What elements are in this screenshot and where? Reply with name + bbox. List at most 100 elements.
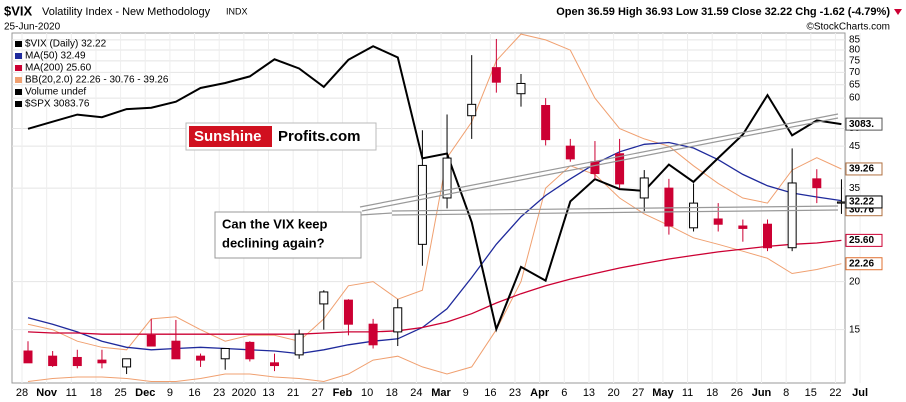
- x-tick-label: 21: [287, 387, 299, 399]
- candle-body: [319, 291, 329, 305]
- x-tick-label: 18: [90, 387, 102, 399]
- legend-swatch: [15, 101, 22, 107]
- legend-label: $SPX 3083.76: [25, 99, 90, 110]
- value-tag: [845, 117, 883, 131]
- x-tick-label: 23: [509, 387, 521, 399]
- legend-label: MA(50) 32.49: [25, 51, 86, 62]
- x-tick-label: 6: [561, 387, 567, 399]
- x-tick-label: 23: [213, 387, 225, 399]
- x-tick-label: 20: [607, 387, 619, 399]
- y-tick-label: 20: [849, 276, 861, 287]
- legend-label: $VIX (Daily) 32.22: [25, 39, 107, 50]
- chart-title: $VIX: [4, 3, 33, 18]
- value-tag: [845, 195, 883, 209]
- candle-body: [48, 355, 58, 367]
- y-tick-label: 70: [849, 67, 861, 78]
- candle-body: [812, 178, 822, 189]
- x-tick-label: 9: [463, 387, 469, 399]
- x-tick-label: 22: [829, 387, 841, 399]
- candle-body: [417, 164, 427, 245]
- plot-frame: [11, 32, 846, 384]
- candle-body: [343, 299, 353, 325]
- x-tick-label: 27: [632, 387, 644, 399]
- source: ©StockCharts.com: [806, 22, 890, 33]
- x-tick-label: 25: [114, 387, 126, 399]
- legend-swatch: [15, 65, 22, 71]
- y-tick-label: 80: [849, 45, 861, 56]
- chart-subtitle: Volatility Index - New Methodology: [42, 6, 211, 18]
- value-tag-label: 25.60: [849, 235, 874, 246]
- date: 25-Jun-2020: [4, 22, 61, 33]
- x-tick-label: 16: [484, 387, 496, 399]
- trend-lines: [359, 113, 839, 216]
- candle-body: [294, 333, 304, 356]
- x-tick-label: Mar: [431, 387, 451, 399]
- x-tick-label: 10: [361, 387, 373, 399]
- y-tick-label: 65: [849, 79, 861, 90]
- series-line: [27, 45, 842, 333]
- x-tick-label: 18: [706, 387, 718, 399]
- candle-body: [270, 362, 279, 367]
- x-tick-label: 27: [312, 387, 324, 399]
- candle-body: [763, 223, 772, 249]
- callout-text: Can the VIX keep: [222, 216, 328, 231]
- x-tick-label: 2020: [232, 387, 256, 399]
- candle-body: [689, 202, 699, 229]
- x-tick-label: Apr: [530, 387, 550, 399]
- x-tick-label: 28: [16, 387, 28, 399]
- brand-text: Profits.com: [278, 128, 361, 145]
- x-tick-label: Jun: [752, 387, 772, 399]
- x-tick-label: Jul: [852, 387, 868, 399]
- candle-body: [171, 340, 181, 360]
- value-tag-label: 30.76: [849, 204, 874, 215]
- value-tag-label: 39.26: [849, 164, 874, 175]
- candle-body: [590, 161, 600, 175]
- x-tick-label: Dec: [135, 387, 155, 399]
- candle-body: [836, 201, 845, 204]
- x-tick-label: 9: [167, 387, 173, 399]
- legend-swatch: [15, 77, 22, 83]
- value-tag-label: 22.26: [849, 258, 874, 269]
- candle-body: [97, 359, 107, 364]
- exchange: INDX: [226, 6, 248, 16]
- candle-body: [738, 225, 748, 229]
- bb-lower: [27, 165, 842, 383]
- series-line: [27, 141, 842, 355]
- x-tick-label: 13: [583, 387, 595, 399]
- candle-body: [196, 355, 206, 361]
- x-tick-label: 15: [805, 387, 817, 399]
- candle-body: [368, 323, 378, 346]
- candle-body: [146, 334, 156, 347]
- candle-body: [639, 177, 649, 199]
- candle-body: [122, 358, 132, 368]
- candle-body: [516, 82, 526, 95]
- y-tick-label: 60: [849, 93, 861, 104]
- callout-text: declining again?: [222, 235, 325, 250]
- series-line: [27, 239, 842, 335]
- y-tick-label: 15: [849, 324, 861, 335]
- x-tick-label: 8: [783, 387, 789, 399]
- candle-body: [565, 145, 575, 160]
- brand-mark: [189, 126, 272, 147]
- x-tick-label: 16: [188, 387, 200, 399]
- candle-body: [220, 348, 230, 360]
- y-tick-label: 85: [849, 35, 861, 46]
- x-tick-label: 11: [682, 387, 693, 399]
- x-tick-label: 18: [386, 387, 398, 399]
- x-tick-label: 13: [262, 387, 274, 399]
- y-tick-label: 45: [849, 141, 861, 152]
- value-tag-label: 32.22: [849, 197, 874, 208]
- legend-label: MA(200) 25.60: [25, 63, 92, 74]
- candle-body: [72, 356, 82, 367]
- y-tick-label: 35: [849, 183, 861, 194]
- value-tag-label: 3083.: [849, 119, 874, 130]
- candle-body: [615, 153, 625, 185]
- value-tag: [845, 162, 883, 176]
- brand-text: Sunshine: [194, 128, 262, 145]
- down-arrow: [894, 9, 902, 15]
- legend-swatch: [15, 41, 22, 47]
- legend-swatch: [15, 89, 22, 95]
